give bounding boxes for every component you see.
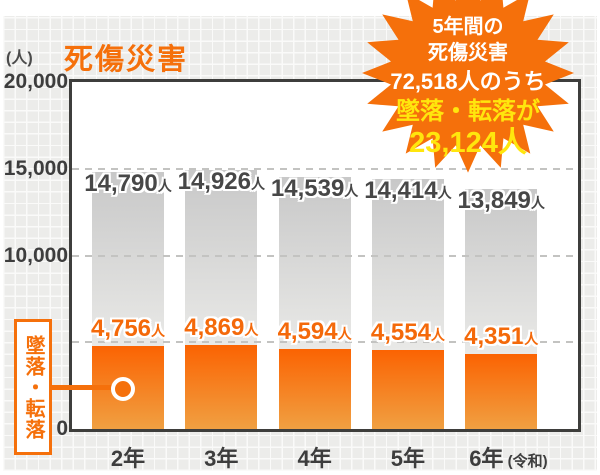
x-tick-label: 5年 xyxy=(390,446,426,471)
x-tick-label: 2年 xyxy=(110,446,146,471)
falls-series-label: 墜落・転落 xyxy=(22,334,44,440)
value-number: 14,539 xyxy=(270,174,345,202)
total-bar xyxy=(371,178,444,350)
total-value-label: 14,414人 xyxy=(333,177,483,206)
y-tick-label: 15,000 xyxy=(3,156,68,180)
chart-title: 死傷災害 xyxy=(64,44,189,76)
value-unit: 人 xyxy=(344,182,359,199)
total-bar xyxy=(465,188,538,354)
falls-bar xyxy=(465,353,538,429)
x-tick-label: 3年 xyxy=(204,446,239,471)
falls-value-label: 4,756人 xyxy=(53,315,203,344)
plot-inner: 14,790人 14,926人 14,539人 14,414人 13,849人 4,756… xyxy=(72,82,578,429)
badge-highlight-line2: 23,124人 xyxy=(409,127,527,159)
value-number: 4,869 xyxy=(184,313,245,341)
total-bar xyxy=(185,170,258,345)
value-number: 13,849 xyxy=(457,186,531,214)
total-value-label: 14,790人 xyxy=(53,170,203,199)
x-tick-label: 6年 (令和) xyxy=(469,446,548,471)
value-unit: 人 xyxy=(157,178,172,195)
value-unit: 人 xyxy=(530,194,545,211)
falls-value-label: 4,554人 xyxy=(333,319,483,348)
value-number: 4,351 xyxy=(464,322,525,350)
era-suffix-label: (令和) xyxy=(503,453,548,470)
badge-highlight-line1: 墜落・転落が xyxy=(396,98,540,125)
falls-bar xyxy=(278,349,351,429)
callout-connector-line xyxy=(51,385,115,390)
falls-series-marker-icon xyxy=(111,377,135,401)
total-value-label: 13,849人 xyxy=(426,187,576,216)
y-tick-label: 0 xyxy=(56,417,68,440)
plot-area: 14,790人 14,926人 14,539人 14,414人 13,849人 4,756… xyxy=(69,79,581,432)
value-number: 4,594 xyxy=(277,318,338,346)
total-bar xyxy=(92,172,164,347)
value-unit: 人 xyxy=(251,176,265,193)
badge-text-line3: 72,518人のうち xyxy=(390,69,546,94)
falls-series-callout-box: 墜落・転落 xyxy=(14,319,52,455)
falls-bar xyxy=(371,349,444,429)
y-tick-label: 20,000 xyxy=(3,70,68,93)
dashed-gridline xyxy=(72,167,578,170)
dashed-gridline xyxy=(72,254,578,257)
total-bar xyxy=(278,176,351,350)
value-unit: 人 xyxy=(430,326,445,343)
total-value-label: 14,926人 xyxy=(146,168,296,197)
value-number: 14,790 xyxy=(84,170,158,198)
value-unit: 人 xyxy=(244,321,259,338)
falls-value-label: 4,594人 xyxy=(240,318,390,347)
dashed-gridline xyxy=(72,341,578,344)
value-number: 14,926 xyxy=(177,168,251,196)
value-unit: 人 xyxy=(151,323,166,340)
value-number: 14,414 xyxy=(364,176,438,204)
y-tick-label: 10,000 xyxy=(3,243,68,267)
falls-value-label: 4,869人 xyxy=(146,314,296,343)
value-number: 4,756 xyxy=(90,315,152,343)
badge-text-line1: 5年間の xyxy=(432,16,504,38)
value-unit: 人 xyxy=(437,184,452,201)
falls-bar xyxy=(185,344,258,429)
falls-value-label: 4,351人 xyxy=(426,323,576,352)
badge-text-line2: 死傷災害 xyxy=(428,42,508,64)
value-number: 4,554 xyxy=(370,318,431,346)
value-unit: 人 xyxy=(337,326,352,343)
starburst-badge-icon xyxy=(362,0,574,173)
x-tick-label: 4年 xyxy=(297,446,332,471)
total-value-label: 14,539人 xyxy=(240,175,390,204)
y-axis-unit-label: (人) xyxy=(6,50,33,67)
value-unit: 人 xyxy=(524,330,539,347)
